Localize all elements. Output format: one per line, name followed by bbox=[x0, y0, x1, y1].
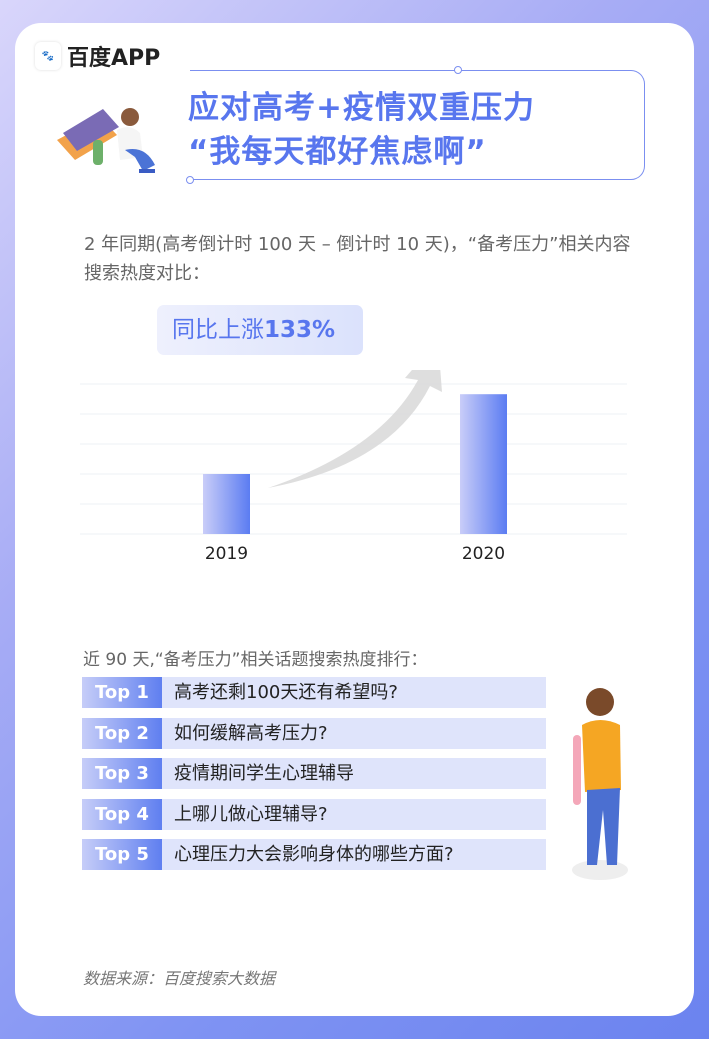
rank-topic: 疫情期间学生心理辅导 bbox=[174, 763, 354, 784]
rank-topic: 如何缓解高考压力? bbox=[174, 722, 328, 744]
rank-badge: Top 5 bbox=[82, 839, 162, 870]
standing-student-illustration bbox=[572, 688, 628, 880]
ranking-subtitle: 近 90 天,“备考压力”相关话题搜索热度排行： bbox=[83, 650, 428, 670]
rank-topic: 心理压力大会影响身体的哪些方面? bbox=[174, 844, 454, 865]
x-tick-label: 2019 bbox=[205, 544, 248, 564]
title-line-1: 应对高考+疫情双重压力 bbox=[188, 90, 535, 126]
brand-name: 百度APP bbox=[67, 46, 161, 71]
growth-value: 133% bbox=[264, 317, 336, 343]
bar-2020 bbox=[460, 394, 507, 534]
anxious-student-illustration bbox=[57, 108, 155, 173]
rank-topic: 上哪儿做心理辅导? bbox=[174, 803, 328, 825]
growth-badge: 同比上涨133% bbox=[157, 305, 363, 355]
rank-badge: Top 4 bbox=[82, 798, 162, 830]
frame-dot bbox=[186, 176, 194, 184]
bar-2019 bbox=[203, 474, 250, 534]
page-title: 应对高考+疫情双重压力 “我每天都好焦虑啊” bbox=[188, 86, 535, 174]
ranking-row: Top 1 高考还剩100天还有希望吗? bbox=[82, 677, 546, 708]
rank-badge: Top 1 bbox=[82, 677, 162, 708]
baidu-paw-icon: 🐾 bbox=[35, 42, 61, 70]
growth-arrow bbox=[268, 370, 442, 488]
growth-label: 同比上涨 bbox=[172, 317, 264, 343]
bar-chart: 2019 2020 bbox=[80, 370, 627, 564]
ranking-row: Top 5 心理压力大会影响身体的哪些方面? bbox=[82, 839, 546, 870]
title-line-2: “我每天都好焦虑啊” bbox=[188, 134, 487, 170]
frame-dot bbox=[454, 66, 462, 74]
brand-logo: 🐾 百度APP bbox=[35, 40, 160, 72]
rank-topic: 高考还剩100天还有希望吗? bbox=[174, 682, 398, 703]
ranking-row: Top 2 如何缓解高考压力? bbox=[82, 717, 546, 749]
chart-description: 2 年同期(高考倒计时 100 天 – 倒计时 10 天)，“备考压力”相关内容… bbox=[84, 234, 631, 284]
x-tick-label: 2020 bbox=[462, 544, 505, 564]
rank-badge: Top 2 bbox=[82, 717, 162, 749]
title-frame bbox=[190, 70, 645, 180]
rank-badge: Top 3 bbox=[82, 758, 162, 789]
data-source: 数据来源：百度搜索大数据 bbox=[83, 969, 276, 988]
ranking-row: Top 4 上哪儿做心理辅导? bbox=[82, 798, 546, 830]
ranking-row: Top 3 疫情期间学生心理辅导 bbox=[82, 758, 546, 789]
